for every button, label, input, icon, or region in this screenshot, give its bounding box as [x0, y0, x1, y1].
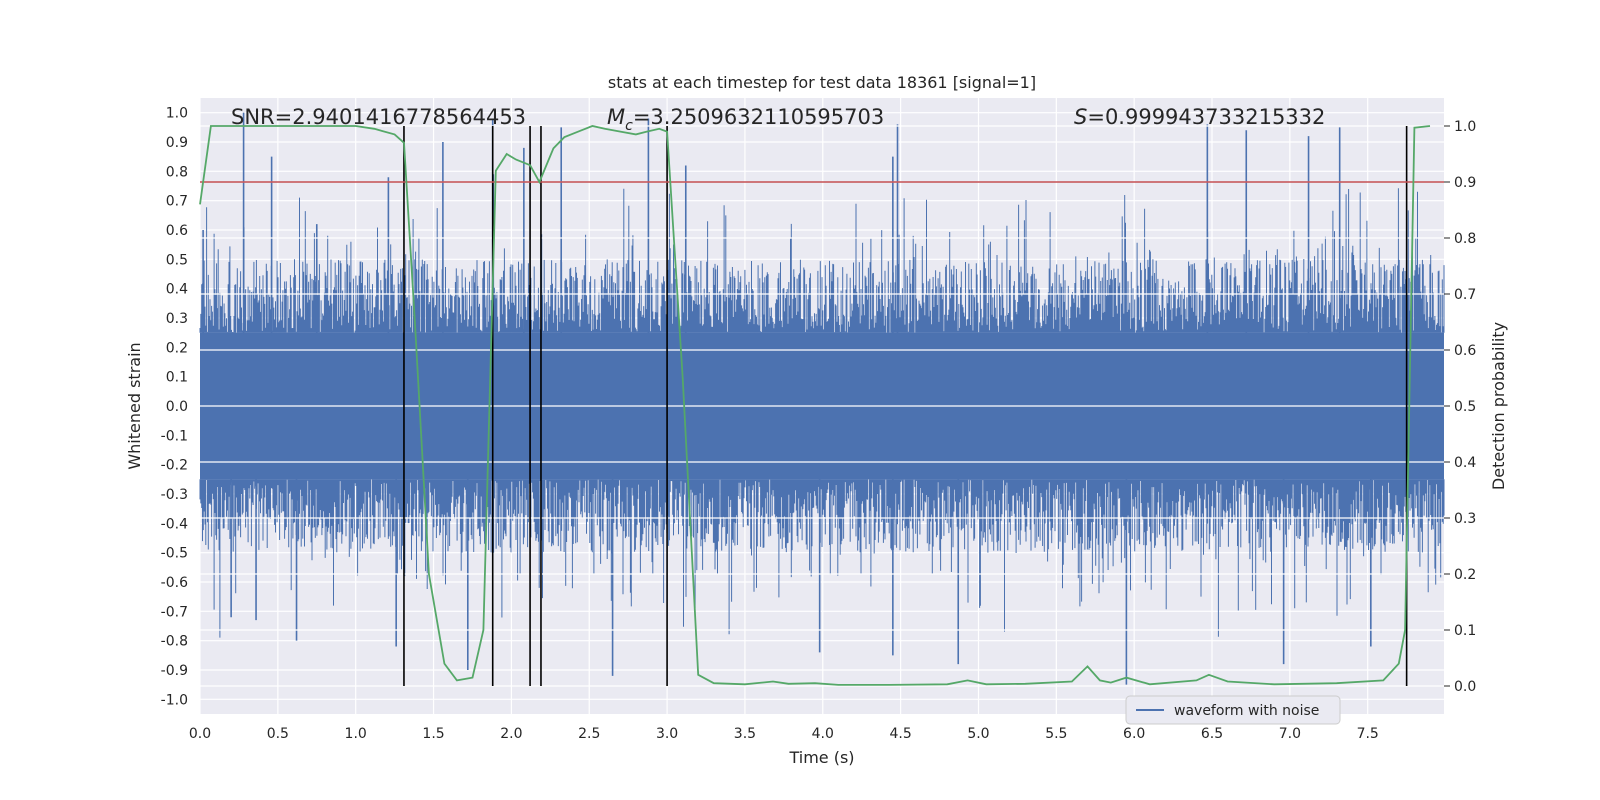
y-tick-label-left: -0.2	[161, 458, 188, 474]
y-tick-label-right: 0.5	[1454, 399, 1476, 415]
chirp-mass-value: =3.2509632110595703	[633, 105, 884, 129]
legend-label: waveform with noise	[1174, 703, 1319, 719]
x-tick-label: 6.5	[1201, 726, 1223, 742]
legend: waveform with noise	[1125, 695, 1341, 725]
y-tick-label-left: 0.2	[166, 340, 188, 356]
y-tick-label-right: 0.3	[1454, 511, 1476, 527]
chirp-mass-annotation: Mc=3.2509632110595703	[607, 105, 884, 134]
y-tick-label-left: 0.7	[166, 194, 188, 210]
s-value: =0.999943733215332	[1087, 105, 1325, 129]
x-tick-label: 6.0	[1123, 726, 1145, 742]
x-tick-label: 1.5	[422, 726, 444, 742]
y-tick-label-right: 0.0	[1454, 679, 1476, 695]
y-tick-label-right: 0.7	[1454, 287, 1476, 303]
x-tick-label: 7.5	[1357, 726, 1379, 742]
x-tick-label: 4.0	[812, 726, 834, 742]
y-tick-label-left: -0.6	[161, 575, 188, 591]
x-tick-label: 3.5	[734, 726, 756, 742]
y-tick-label-left: -0.1	[161, 428, 188, 444]
y-tick-label-left: 1.0	[166, 106, 188, 122]
y-tick-label-left: -0.7	[161, 604, 188, 620]
y-tick-label-left: -0.8	[161, 634, 188, 650]
probability-line	[199, 125, 1431, 686]
x-tick-label: 2.0	[500, 726, 522, 742]
y-tick-label-right: 0.9	[1454, 175, 1476, 191]
y-tick-label-right: 0.1	[1454, 623, 1476, 639]
waveform-lower-noise	[199, 479, 1445, 638]
x-tick-label: 4.5	[889, 726, 911, 742]
y-tick-label-left: -0.4	[161, 516, 188, 532]
chart-title: stats at each timestep for test data 183…	[608, 73, 1036, 92]
y-tick-label-left: 0.9	[166, 135, 188, 151]
x-tick-label: 7.0	[1279, 726, 1301, 742]
x-tick-label: 5.0	[967, 726, 989, 742]
snr-annotation: SNR=2.9401416778564453	[231, 105, 526, 129]
y-tick-label-right: 1.0	[1454, 119, 1476, 135]
chirp-mass-subscript: c	[625, 118, 633, 134]
s-annotation: S=0.999943733215332	[1074, 105, 1325, 129]
y-tick-label-left: 0.4	[166, 282, 188, 298]
y-tick-label-left: 0.3	[166, 311, 188, 327]
y-tick-label-right: 0.6	[1454, 343, 1476, 359]
y-axis-label-right: Detection probability	[1489, 322, 1508, 490]
x-tick-label: 1.0	[345, 726, 367, 742]
y-tick-label-left: -0.5	[161, 546, 188, 562]
y-tick-label-left: -0.9	[161, 663, 188, 679]
legend-box	[1125, 695, 1341, 725]
y-tick-label-right: 0.2	[1454, 567, 1476, 583]
x-tick-label: 3.0	[656, 726, 678, 742]
y-tick-label-left: 0.6	[166, 223, 188, 239]
waveform-upper-noise	[199, 174, 1445, 333]
x-tick-label: 0.5	[267, 726, 289, 742]
y-tick-label-left: -0.3	[161, 487, 188, 503]
s-symbol: S	[1074, 105, 1087, 129]
y-tick-label-left: -1.0	[161, 692, 188, 708]
chirp-mass-symbol: M	[607, 105, 625, 129]
x-tick-label: 0.0	[189, 726, 211, 742]
probability-series	[199, 125, 1431, 686]
y-axis-label-left: Whitened strain	[125, 342, 144, 469]
y-tick-label-left: 0.8	[166, 164, 188, 180]
y-tick-label-right: 0.8	[1454, 231, 1476, 247]
y-tick-label-left: 0.5	[166, 252, 188, 268]
x-tick-label: 2.5	[578, 726, 600, 742]
y-tick-label-right: 0.4	[1454, 455, 1476, 471]
x-tick-label: 5.5	[1045, 726, 1067, 742]
x-axis-label: Time (s)	[788, 748, 854, 767]
y-tick-label-left: 0.0	[166, 399, 188, 415]
axis-ticks: 0.0 0.5 1.0 1.5 2.0 2.5 3.0 3.5 4.0 4.5 5.0 5.5 6.0 6…	[161, 106, 1477, 742]
y-tick-label-left: 0.1	[166, 370, 188, 386]
